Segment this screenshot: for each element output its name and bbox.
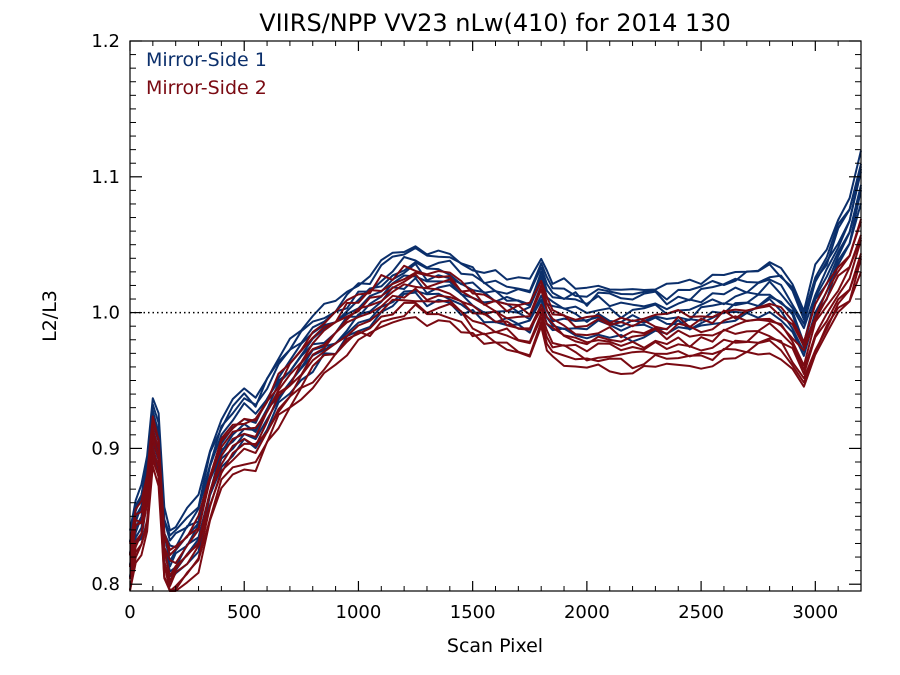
x-tick-label: 2000 bbox=[564, 602, 610, 623]
series-line-1 bbox=[129, 189, 862, 578]
series-line-2 bbox=[129, 253, 862, 587]
x-tick-label: 1000 bbox=[336, 602, 382, 623]
plot-area bbox=[129, 150, 862, 592]
y-axis: 0.8 0.9 1.0 1.1 1.2 bbox=[91, 31, 861, 595]
legend-series-2: Mirror-Side 2 bbox=[146, 77, 267, 99]
x-axis-label: Scan Pixel bbox=[447, 635, 543, 657]
x-tick-label: 0 bbox=[124, 602, 135, 623]
series-line-1 bbox=[129, 166, 862, 543]
y-tick-label: 0.9 bbox=[91, 438, 120, 459]
series-line-1 bbox=[129, 150, 862, 532]
y-tick-label: 1.1 bbox=[91, 167, 120, 188]
series-line-1 bbox=[129, 163, 862, 542]
series-line-2 bbox=[129, 258, 862, 592]
series-line-2 bbox=[129, 239, 862, 582]
x-tick-label: 500 bbox=[227, 602, 261, 623]
y-tick-label: 0.8 bbox=[91, 574, 120, 595]
x-axis: 0 500 1000 1500 2000 2500 3000 bbox=[124, 41, 839, 623]
x-tick-label: 3000 bbox=[792, 602, 838, 623]
y-tick-label: 1.0 bbox=[91, 303, 120, 324]
series-line-2 bbox=[129, 218, 862, 551]
x-tick-label: 2500 bbox=[678, 602, 724, 623]
legend-series-1: Mirror-Side 1 bbox=[146, 49, 267, 71]
series-line-2 bbox=[129, 234, 862, 565]
y-axis-label: L2/L3 bbox=[39, 290, 61, 342]
series-line-1 bbox=[129, 184, 862, 568]
series-line-1 bbox=[129, 171, 862, 563]
plot-frame bbox=[129, 40, 862, 592]
chart-title: VIIRS/NPP VV23 nLw(410) for 2014 130 bbox=[259, 9, 731, 37]
x-tick-label: 1500 bbox=[450, 602, 496, 623]
series-line-2 bbox=[129, 237, 862, 577]
series-line-1 bbox=[129, 187, 862, 573]
y-tick-label: 1.2 bbox=[91, 31, 120, 52]
series-line-2 bbox=[129, 271, 862, 592]
series-line-1 bbox=[129, 168, 862, 554]
